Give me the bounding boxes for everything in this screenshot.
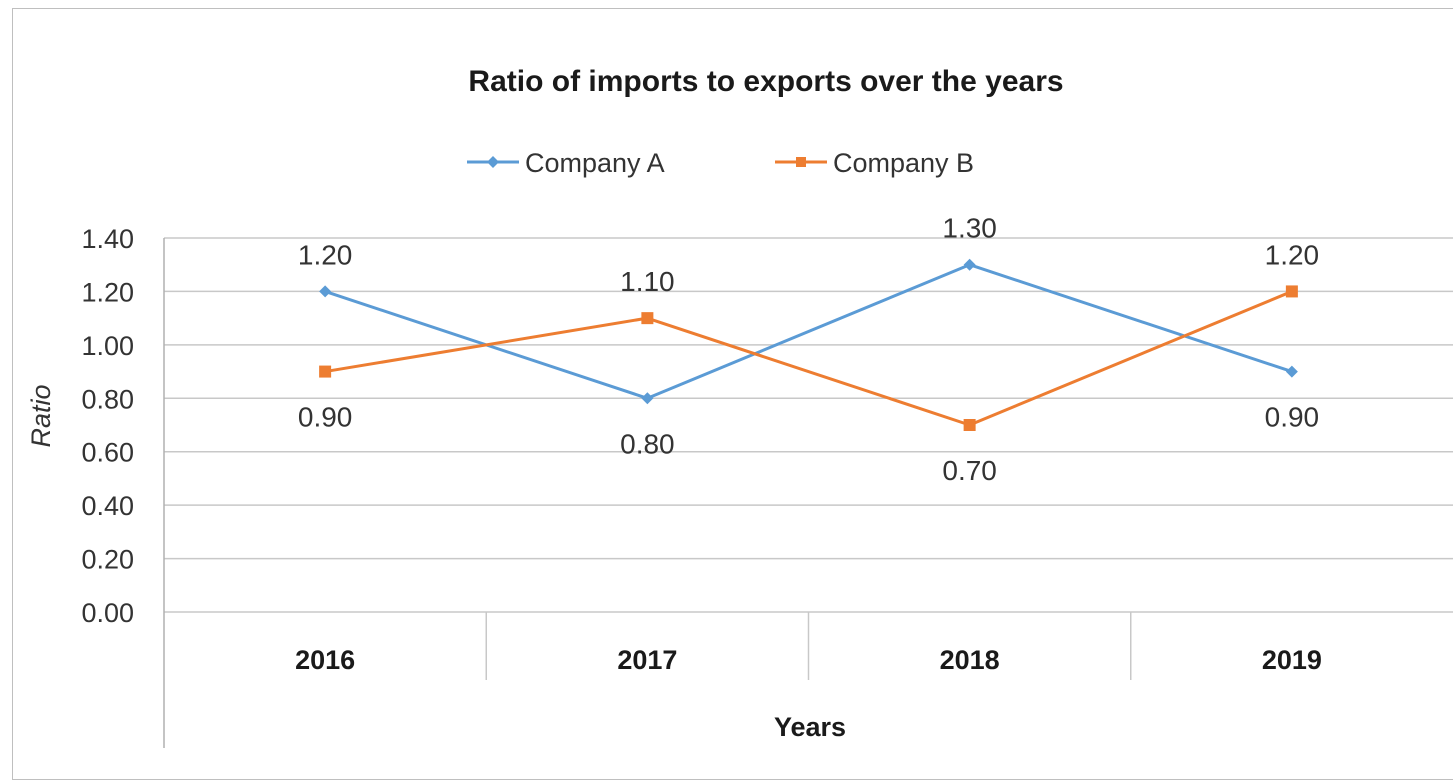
legend-item-company-b: Company B — [775, 148, 974, 178]
chart-title: Ratio of imports to exports over the yea… — [468, 65, 1063, 98]
data-label-company-a: 1.30 — [942, 213, 997, 244]
series-layer — [319, 258, 1298, 431]
legend-label-company-a: Company A — [525, 148, 665, 178]
y-axis-ticks: 0.00 0.20 0.40 0.60 0.80 1.00 1.20 1.40 — [81, 224, 134, 628]
chart-frame — [12, 8, 1453, 780]
legend-label-company-b: Company B — [833, 148, 974, 178]
legend: Company A Company B — [467, 148, 974, 178]
x-tick-label: 2016 — [295, 645, 355, 675]
y-tick-label: 0.20 — [81, 545, 134, 575]
legend-marker-company-a — [487, 156, 499, 168]
data-point-company-a — [641, 392, 654, 405]
data-point-company-a — [319, 285, 332, 298]
legend-marker-company-b — [796, 157, 806, 167]
data-label-company-b: 0.90 — [298, 402, 353, 433]
data-label-company-a: 0.80 — [620, 428, 675, 459]
y-tick-label: 0.40 — [81, 491, 134, 521]
x-axis: 2016 2017 2018 2019 — [163, 238, 1322, 748]
data-label-company-a: 1.20 — [298, 239, 353, 270]
data-point-company-b — [1285, 285, 1298, 298]
x-axis-title: Years — [774, 712, 846, 742]
x-tick-label: 2017 — [617, 645, 677, 675]
gridlines — [164, 237, 1453, 613]
legend-item-company-a: Company A — [467, 148, 665, 178]
data-label-company-b: 1.20 — [1265, 239, 1320, 270]
series-line-company-b — [324, 290, 1293, 427]
y-tick-label: 0.00 — [81, 598, 134, 628]
data-point-company-b — [963, 419, 976, 431]
x-tick-label: 2018 — [940, 645, 1000, 675]
data-point-company-b — [319, 365, 332, 378]
data-point-company-a — [963, 258, 976, 271]
series-line-company-a — [324, 263, 1293, 400]
y-tick-label: 0.60 — [81, 438, 134, 468]
y-tick-label: 1.20 — [81, 277, 134, 307]
data-point-company-a — [1285, 365, 1298, 378]
data-label-company-a: 0.90 — [1265, 402, 1320, 433]
data-labels: 1.20 0.80 1.30 0.90 0.90 1.10 0.70 1.20 — [298, 213, 1319, 486]
y-axis-title: Ratio — [26, 384, 56, 447]
data-label-company-b: 1.10 — [620, 266, 675, 297]
data-label-company-b: 0.70 — [942, 455, 997, 486]
y-tick-label: 0.80 — [81, 384, 134, 414]
x-tick-label: 2019 — [1262, 645, 1322, 675]
y-tick-label: 1.00 — [81, 331, 134, 361]
data-point-company-b — [641, 312, 654, 325]
y-tick-label: 1.40 — [81, 224, 134, 254]
